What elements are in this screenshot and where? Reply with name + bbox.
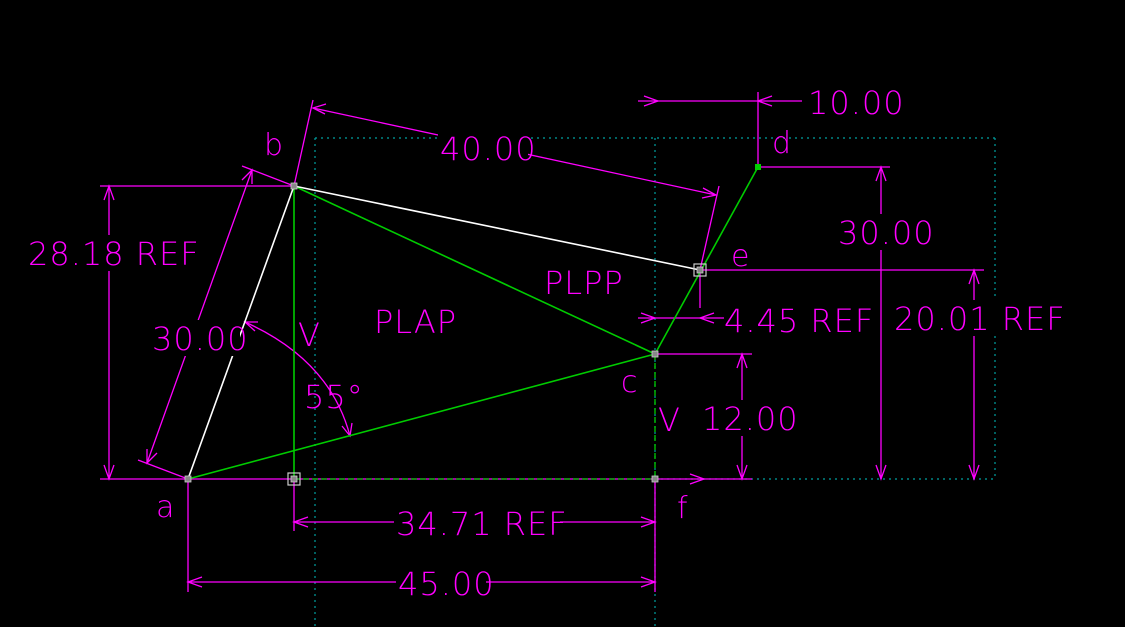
white-geometry (187, 185, 701, 480)
line-ac (187, 353, 656, 480)
point-label-d: d (772, 126, 792, 161)
dim-bg-vf (394, 505, 560, 541)
arrow-e-offset-left (640, 312, 657, 324)
arrow-b-height-top (103, 184, 115, 201)
region-label-plap: PLAP (374, 303, 457, 341)
dim-label-e-offset: 4.45 REF (724, 302, 874, 340)
grip-e-box[interactable] (693, 263, 707, 277)
point-grips (184, 164, 761, 486)
dim-bg-e-offset (724, 302, 878, 338)
arrow-d-height-bottom (875, 464, 887, 481)
dim-label-c-height: 12.00 (702, 400, 799, 438)
arrow-d-height-top (875, 165, 887, 182)
line-cd (654, 166, 759, 355)
dim-label-be-length: 40.00 (440, 130, 537, 168)
grip-c[interactable] (651, 350, 659, 358)
arrow-e-offset-right (698, 312, 715, 324)
dim-label-af-length: 45.00 (398, 565, 495, 603)
dim-bg-be (438, 130, 528, 166)
grip-e[interactable] (696, 266, 704, 274)
dim-ab-ext-b (241, 165, 295, 187)
arrow-d-offset-left (643, 95, 660, 107)
arrow-e-height-bottom (968, 464, 980, 481)
grip-a[interactable] (184, 475, 192, 483)
dim-ab-line (146, 169, 253, 464)
point-label-f: f (677, 491, 689, 526)
point-label-a: a (156, 490, 175, 525)
dim-be-ext-b (293, 99, 314, 187)
dim-bg-ab (150, 320, 240, 356)
region-labels: PLAP PLPP V V (298, 264, 681, 439)
construction-lines (314, 137, 996, 627)
arrow-ab-bottom (146, 449, 158, 465)
point-labels: a b c d e f (156, 126, 792, 526)
grip-d[interactable] (755, 164, 761, 170)
dimension-arrows (103, 95, 980, 588)
arrow-be-left (311, 103, 327, 115)
line-be (293, 185, 701, 271)
grip-f[interactable] (651, 475, 659, 483)
dim-bg-af (396, 565, 486, 601)
arrow-b-height-bottom (103, 464, 115, 481)
dimension-labels: 40.00 30.00 28.18 REF 10.00 30.00 20.01 … (26, 84, 1066, 603)
arrow-c-height-top (736, 352, 748, 369)
arrow-d-offset-right (756, 95, 773, 107)
dim-label-b-height: 28.18 REF (28, 235, 200, 273)
dim-label-vf-length: 34.71 REF (396, 505, 568, 543)
point-label-b: b (264, 128, 284, 163)
grip-v-box[interactable] (287, 472, 301, 486)
dim-be-ext-e (699, 185, 720, 271)
arrow-baseline-right (689, 473, 706, 485)
dim-label-d-offset: 10.00 (808, 84, 905, 122)
arrow-c-height-bottom (736, 464, 748, 481)
grip-v[interactable] (290, 475, 298, 483)
arrow-be-right (701, 187, 718, 199)
region-label-plpp: PLPP (544, 264, 624, 302)
dim-label-d-height: 30.00 (838, 214, 935, 252)
dim-label-ab-length: 30.00 (152, 320, 249, 358)
arrow-vf-left (292, 516, 309, 528)
dim-label-angle: 55° (304, 378, 364, 416)
dim-label-e-height: 20.01 REF (894, 300, 1066, 338)
arrow-e-height-top (968, 268, 980, 285)
line-ab (187, 185, 295, 480)
arrow-af-left (186, 576, 203, 588)
marker-v-right: V (658, 401, 681, 439)
line-bc (293, 185, 656, 355)
dim-bg-c-height (700, 400, 786, 436)
angle-arc (244, 321, 351, 437)
marker-v-left: V (298, 316, 321, 354)
dim-bg-e-height (892, 300, 1058, 336)
arrow-ab-top (241, 168, 253, 184)
point-label-c: c (621, 365, 639, 400)
dim-bg-b-height (26, 235, 192, 271)
grip-b[interactable] (290, 182, 298, 190)
dim-bg-d-height (836, 214, 926, 250)
arrow-vf-right (640, 516, 657, 528)
dim-ab-ext-a (137, 459, 189, 480)
green-geometry (187, 166, 759, 480)
arrow-af-right (640, 576, 657, 588)
point-label-e: e (731, 239, 750, 274)
